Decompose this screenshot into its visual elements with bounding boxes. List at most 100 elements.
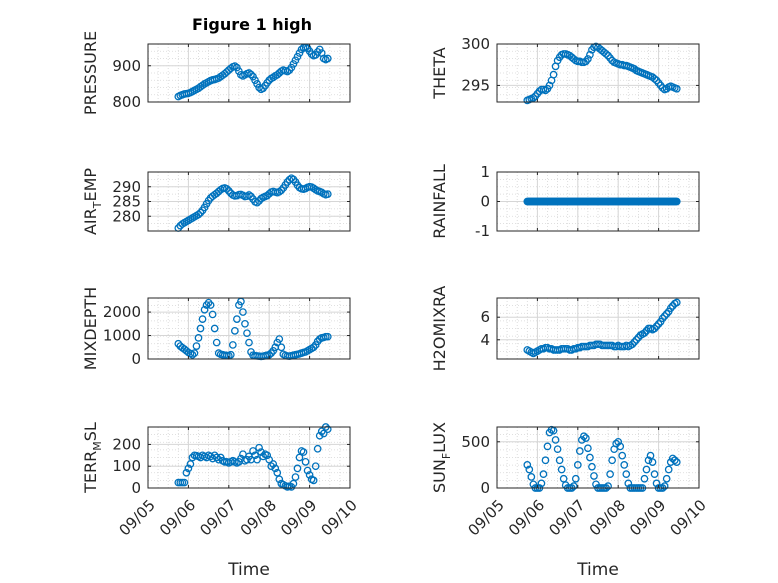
data-point bbox=[259, 452, 267, 461]
data-series bbox=[174, 43, 332, 101]
data-point bbox=[543, 442, 552, 451]
data-point bbox=[194, 334, 203, 342]
data-point bbox=[608, 456, 616, 465]
data-point bbox=[251, 451, 259, 460]
data-point bbox=[255, 443, 263, 452]
data-point bbox=[529, 94, 538, 102]
data-point bbox=[293, 464, 302, 473]
y-tick-label: 1000 bbox=[103, 327, 141, 345]
data-point bbox=[660, 312, 669, 320]
data-point bbox=[557, 465, 566, 474]
y-axis-label: SUNFLUX bbox=[430, 422, 453, 493]
data-point bbox=[305, 471, 314, 479]
data-point bbox=[590, 472, 598, 480]
data-point bbox=[527, 473, 536, 481]
data-point bbox=[231, 62, 239, 70]
y-axis-label: TERRMSL bbox=[81, 422, 104, 494]
data-point bbox=[660, 482, 669, 491]
x-axis-label: Time bbox=[576, 560, 619, 580]
y-tick-label: 300 bbox=[461, 35, 490, 53]
data-point bbox=[582, 434, 590, 442]
data-point bbox=[228, 341, 237, 349]
data-point bbox=[265, 455, 274, 464]
data-point bbox=[584, 444, 592, 453]
data-point bbox=[245, 191, 253, 199]
data-point bbox=[309, 476, 318, 485]
x-axis-label: Time bbox=[227, 560, 270, 580]
y-tick-label: 0 bbox=[480, 193, 490, 211]
data-point bbox=[192, 342, 201, 350]
y-tick-label: 290 bbox=[112, 178, 141, 196]
subplot-theta: 295 300 THETA bbox=[430, 35, 700, 105]
data-point bbox=[551, 436, 560, 444]
data-point bbox=[277, 186, 286, 195]
data-point bbox=[588, 462, 596, 471]
data-point bbox=[672, 458, 681, 466]
data-point bbox=[670, 456, 679, 465]
data-point bbox=[618, 451, 627, 460]
y-tick-label: 6 bbox=[480, 308, 490, 326]
data-point bbox=[541, 456, 550, 465]
axes-box bbox=[147, 43, 351, 103]
data-point bbox=[224, 187, 233, 195]
data-point bbox=[602, 50, 610, 58]
y-axis-label: RAINFALL bbox=[430, 164, 449, 239]
data-point bbox=[303, 466, 312, 475]
data-point bbox=[640, 329, 649, 337]
data-point bbox=[226, 350, 235, 359]
data-point bbox=[202, 301, 211, 309]
data-point bbox=[541, 86, 550, 95]
data-point bbox=[180, 478, 189, 487]
subplot-h2omixra: 4 6 H2OMIXRA bbox=[430, 286, 700, 372]
y-tick-label: 2000 bbox=[103, 303, 141, 321]
data-point bbox=[273, 468, 282, 477]
data-point bbox=[299, 448, 308, 456]
data-point bbox=[269, 460, 278, 468]
data-point bbox=[291, 473, 300, 481]
data-point bbox=[616, 442, 625, 451]
y-tick-label: 0 bbox=[131, 479, 141, 497]
data-point bbox=[672, 84, 681, 93]
data-point bbox=[648, 458, 657, 466]
y-tick-label: 100 bbox=[112, 457, 141, 475]
data-point bbox=[253, 455, 261, 464]
data-point bbox=[283, 178, 292, 186]
data-point bbox=[319, 429, 328, 438]
data-point bbox=[628, 340, 637, 349]
data-point bbox=[222, 184, 231, 193]
data-point bbox=[666, 304, 675, 313]
data-point bbox=[553, 445, 562, 454]
data-point bbox=[245, 338, 253, 347]
data-point bbox=[650, 324, 659, 333]
data-point bbox=[539, 470, 548, 478]
data-point bbox=[275, 187, 284, 196]
data-series bbox=[174, 174, 332, 232]
data-point bbox=[267, 349, 276, 357]
y-tick-label: 900 bbox=[112, 57, 141, 75]
y-tick-label: 285 bbox=[112, 193, 141, 211]
data-point bbox=[525, 465, 534, 474]
data-point bbox=[622, 470, 631, 478]
data-point bbox=[283, 67, 292, 76]
data-point bbox=[295, 453, 304, 462]
data-point bbox=[184, 464, 193, 473]
data-point bbox=[323, 54, 332, 63]
data-point bbox=[323, 332, 332, 341]
y-tick-label: -1 bbox=[475, 222, 490, 240]
y-tick-label: 0 bbox=[480, 479, 490, 497]
y-tick-label: 0 bbox=[131, 350, 141, 368]
data-point bbox=[662, 474, 671, 483]
data-point bbox=[640, 474, 649, 483]
y-axis-label: H2OMIXRA bbox=[430, 286, 449, 372]
data-point bbox=[275, 475, 284, 484]
y-tick-label: 200 bbox=[112, 435, 141, 453]
data-point bbox=[188, 350, 197, 359]
data-point bbox=[277, 343, 286, 352]
data-point bbox=[315, 431, 324, 440]
data-point bbox=[569, 482, 578, 491]
data-point bbox=[231, 326, 239, 335]
data-point bbox=[247, 70, 255, 79]
data-point bbox=[614, 437, 623, 446]
data-point bbox=[323, 190, 332, 198]
